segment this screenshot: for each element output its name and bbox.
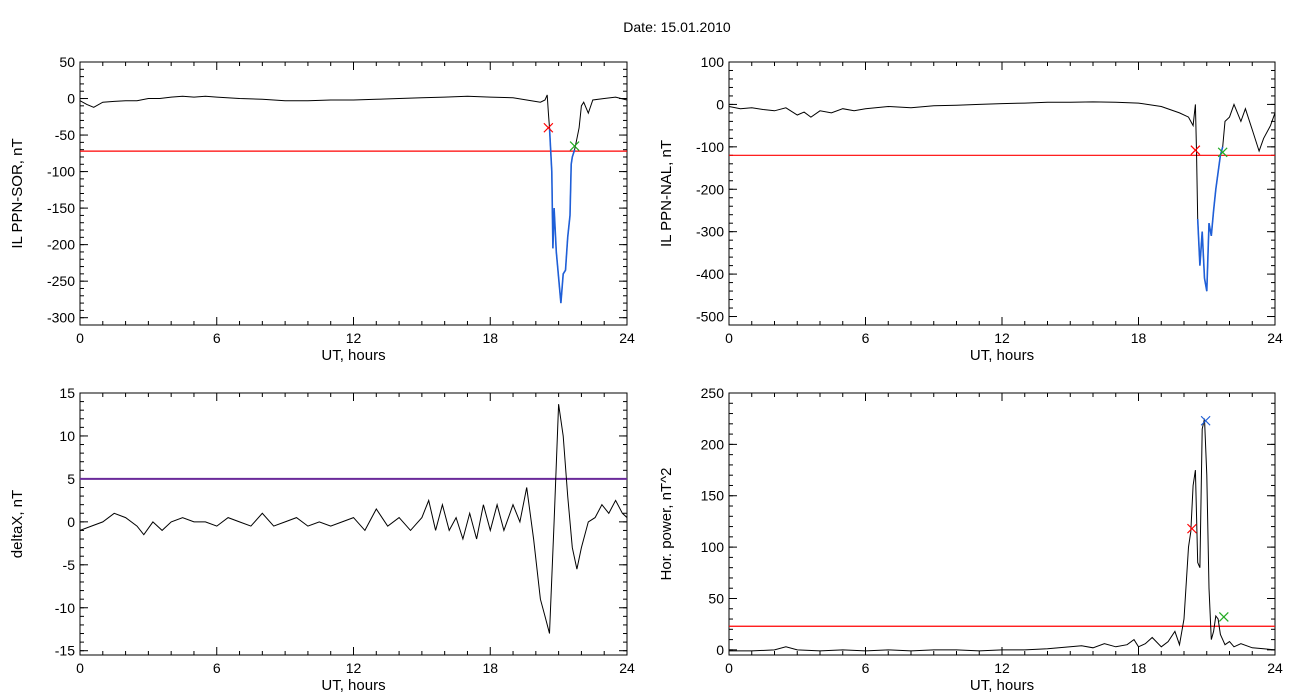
chart-panel-1: 0 6 12 18 24 50 0 -50 -100 -150 -200 -250 -300 UT, ho…: [9, 54, 635, 364]
y-axis-label: IL PPN-NAL, nT: [658, 140, 675, 247]
x-tick-label: 0: [725, 330, 733, 346]
y-tick-label: 10: [59, 428, 75, 444]
plot-area: [80, 94, 627, 304]
y-tick-label: 0: [716, 96, 724, 112]
plot-frame: [79, 61, 628, 326]
y-tick-label: -10: [55, 600, 75, 616]
plot-frame: [728, 392, 1276, 656]
y-tick-label: -5: [63, 557, 76, 573]
x-tick-label: 0: [725, 660, 733, 676]
series-line: [80, 404, 627, 634]
y-tick-label: 250: [701, 385, 725, 401]
y-tick-label: 0: [67, 514, 75, 530]
x-tick-label: 0: [76, 330, 84, 346]
highlight-segment: [1196, 146, 1224, 292]
x-tick-label: 12: [346, 330, 362, 346]
chart-panel-2: 0 6 12 18 24 100 0 -100 -200 -300 -400 -500 UT, hour…: [658, 54, 1283, 364]
highlight-segment: [548, 127, 576, 304]
y-tick-label: 0: [716, 642, 724, 658]
x-tick-label: 24: [1267, 660, 1283, 676]
event-marker: [1217, 147, 1228, 158]
event-marker: [1187, 523, 1197, 534]
y-tick-label: 5: [67, 471, 75, 487]
plot-area: [80, 404, 627, 634]
x-axis-label: UT, hours: [321, 347, 385, 364]
x-axis-label: UT, hours: [321, 677, 385, 694]
x-tick-label: 12: [346, 660, 362, 676]
y-tick-label: 100: [701, 54, 725, 70]
series-line: [80, 94, 627, 304]
y-tick-label: -250: [47, 273, 75, 289]
event-marker: [1200, 415, 1211, 426]
x-tick-label: 24: [619, 660, 635, 676]
y-tick-label: -15: [55, 643, 75, 659]
chart-panel-4: 0 6 12 18 24 250 200 150 100 50 0 UT, hours Hor. pow…: [658, 385, 1283, 694]
y-tick-label: -500: [696, 309, 724, 325]
page-title: Date: 15.01.2010: [623, 19, 731, 35]
y-tick-label: -400: [696, 266, 724, 282]
event-marker: [1218, 612, 1229, 622]
y-axis-label: deltaX, nT: [9, 490, 26, 558]
plot-area: [729, 101, 1275, 292]
plot-area: [729, 415, 1275, 652]
x-tick-label: 12: [994, 660, 1010, 676]
event-marker: [543, 122, 554, 133]
y-tick-label: -50: [55, 127, 75, 143]
series-line: [729, 418, 1275, 652]
x-tick-label: 18: [1131, 330, 1147, 346]
y-tick-label: -200: [47, 237, 75, 253]
y-tick-label: 15: [59, 385, 75, 401]
x-tick-label: 12: [994, 330, 1010, 346]
event-marker: [1190, 145, 1201, 156]
y-tick-label: 50: [708, 590, 724, 606]
x-tick-label: 18: [482, 330, 498, 346]
x-axis-label: UT, hours: [970, 347, 1034, 364]
x-tick-label: 6: [862, 330, 870, 346]
y-tick-label: -300: [696, 224, 724, 240]
y-tick-label: -150: [47, 200, 75, 216]
x-tick-label: 24: [1267, 330, 1283, 346]
x-tick-label: 18: [482, 660, 498, 676]
y-tick-label: -300: [47, 310, 75, 326]
x-tick-label: 18: [1131, 660, 1147, 676]
chart-panel-3: 0 6 12 18 24 15 10 5 0 -5 -10 -15 UT, hours deltaX, n…: [9, 385, 635, 694]
y-tick-label: -100: [47, 164, 75, 180]
y-tick-label: 150: [701, 488, 725, 504]
y-tick-label: -200: [696, 181, 724, 197]
y-tick-label: 0: [67, 91, 75, 107]
y-axis-label: IL PPN-SOR, nT: [9, 138, 26, 248]
y-tick-label: 100: [701, 539, 725, 555]
y-tick-label: 200: [701, 436, 725, 452]
x-axis-label: UT, hours: [970, 677, 1034, 694]
event-marker: [569, 141, 580, 151]
x-tick-label: 6: [213, 660, 221, 676]
x-tick-label: 6: [862, 660, 870, 676]
x-tick-label: 0: [76, 660, 84, 676]
y-tick-label: -100: [696, 139, 724, 155]
x-tick-label: 24: [619, 330, 635, 346]
plot-frame: [728, 61, 1276, 326]
series-line: [729, 101, 1275, 292]
y-tick-label: 50: [59, 54, 75, 70]
x-tick-label: 6: [213, 330, 221, 346]
y-axis-label: Hor. power, nT^2: [658, 468, 675, 581]
